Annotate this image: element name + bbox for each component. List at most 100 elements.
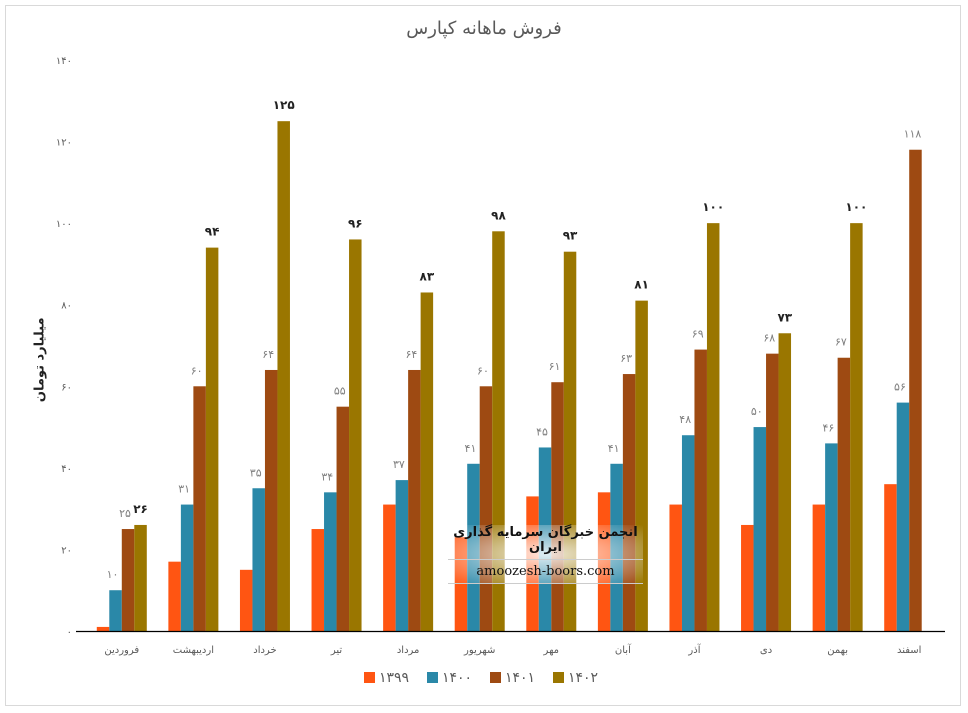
- bar-۱۳۹۹: [96, 626, 110, 631]
- legend-label: ۱۴۰۱: [505, 670, 535, 686]
- bar-۱۴۰۲: [277, 121, 290, 631]
- data-label: ۸۱: [634, 278, 649, 292]
- bar-۱۴۰۱: [479, 386, 493, 631]
- data-label: ۶۱: [549, 360, 561, 373]
- bar-۱۳۹۹: [239, 569, 253, 631]
- data-label: ۶۴: [405, 348, 417, 361]
- data-label: ۱۰۰: [702, 200, 724, 214]
- data-label: ۹۶: [348, 216, 363, 230]
- legend-swatch: [553, 672, 564, 683]
- x-tick-label: شهریور: [463, 645, 495, 656]
- data-label: ۲۶: [133, 502, 148, 516]
- data-label: ۱۰۰: [845, 200, 867, 214]
- legend-swatch: [490, 672, 501, 683]
- bar-۱۴۰۲: [134, 524, 147, 631]
- y-tick-label: ۰: [67, 627, 72, 638]
- bar-۱۴۰۱: [408, 369, 421, 631]
- data-label: ۵۰: [751, 405, 763, 418]
- bar-۱۴۰۰: [180, 504, 194, 631]
- bar-۱۳۹۹: [168, 561, 181, 631]
- legend-label: ۱۳۹۹: [379, 670, 409, 686]
- chart-title: فروش ماهانه کپارس: [406, 18, 562, 39]
- y-tick-label: ۱۴۰: [56, 56, 72, 67]
- data-label: ۱۰: [107, 568, 119, 581]
- data-label: ۹۳: [563, 229, 578, 243]
- data-label: ۳۱: [178, 483, 190, 496]
- x-tick-label: بهمن: [827, 645, 848, 656]
- data-label: ۵۵: [334, 385, 346, 398]
- data-label: ۳۴: [321, 470, 333, 483]
- bar-۱۳۹۹: [383, 504, 396, 631]
- y-tick-label: ۶۰: [61, 382, 72, 393]
- data-label: ۴۶: [822, 421, 834, 434]
- x-tick-label: فروردین: [104, 645, 139, 656]
- data-label: ۹۴: [205, 225, 220, 239]
- data-label: ۶۳: [620, 352, 632, 365]
- bar-۱۳۹۹: [669, 504, 682, 631]
- bar-۱۴۰۱: [837, 357, 851, 631]
- bar-۱۳۹۹: [741, 524, 754, 631]
- data-label: ۸۳: [420, 269, 435, 283]
- y-tick-label: ۸۰: [61, 301, 72, 312]
- bar-۱۳۹۹: [884, 484, 897, 631]
- y-tick-label: ۴۰: [61, 464, 72, 475]
- data-label: ۲۵: [119, 507, 131, 520]
- bar-۱۳۹۹: [812, 504, 826, 631]
- bar-۱۳۹۹: [311, 529, 325, 631]
- bar-۱۴۰۲: [850, 223, 863, 631]
- bar-۱۴۰۱: [121, 529, 135, 631]
- bar-۱۴۰۱: [766, 353, 779, 631]
- data-label: ۴۱: [465, 442, 477, 455]
- bar-۱۴۰۱: [193, 386, 206, 631]
- data-label: ۶۰: [191, 364, 203, 377]
- bar-۱۴۰۲: [349, 239, 362, 631]
- legend-swatch: [364, 672, 375, 683]
- data-label: ۶۸: [763, 332, 775, 345]
- bar-۱۴۰۰: [681, 435, 695, 631]
- x-tick-label: آبان: [615, 643, 632, 656]
- bar-۱۴۰۰: [395, 480, 409, 631]
- bar-۱۴۰۱: [336, 406, 350, 631]
- bar-۱۴۰۰: [252, 488, 265, 631]
- y-tick-label: ۲۰: [61, 545, 72, 556]
- bar-۱۴۰۰: [109, 590, 122, 631]
- bar-۱۴۰۰: [825, 443, 838, 631]
- x-tick-label: خرداد: [253, 645, 276, 656]
- bar-۱۴۰۲: [778, 333, 792, 631]
- legend-swatch: [427, 672, 438, 683]
- x-tick-label: مهر: [543, 645, 559, 656]
- bar-۱۴۰۱: [264, 369, 278, 631]
- bar-۱۴۰۰: [896, 402, 910, 631]
- data-label: ۶۷: [835, 336, 847, 349]
- y-tick-label: ۱۲۰: [56, 138, 72, 149]
- chart-frame: [5, 5, 961, 706]
- data-label: ۶۹: [692, 328, 704, 341]
- data-label: ۳۵: [250, 466, 262, 479]
- watermark-site: amoozesh-boors.com: [448, 560, 643, 584]
- data-label: ۹۸: [491, 208, 506, 222]
- data-label: ۶۴: [262, 348, 274, 361]
- x-tick-label: اردیبهشت: [173, 645, 214, 656]
- data-label: ۴۵: [536, 425, 548, 438]
- bar-۱۴۰۰: [753, 427, 767, 631]
- x-tick-label: اسفند: [897, 645, 921, 656]
- data-label: ۴۸: [679, 413, 691, 426]
- x-tick-label: آذر: [687, 643, 701, 656]
- bar-۱۴۰۱: [551, 382, 564, 631]
- bar-۱۴۰۲: [420, 292, 434, 631]
- bar-۱۴۰۱: [694, 349, 707, 631]
- data-label: ۱۱۸: [904, 128, 922, 141]
- watermark: انجمن خبرگان سرمایه گذاری ایران amoozesh…: [448, 525, 643, 584]
- bar-۱۴۰۱: [909, 149, 922, 631]
- x-tick-label: مرداد: [397, 645, 420, 656]
- y-tick-label: ۱۰۰: [56, 219, 72, 230]
- data-label: ۳۷: [393, 458, 405, 471]
- data-label: ۱۲۵: [273, 98, 295, 112]
- bar-۱۴۰۱: [622, 374, 636, 631]
- bar-۱۴۰۰: [324, 492, 337, 631]
- data-label: ۴۱: [608, 442, 620, 455]
- data-label: ۶۰: [477, 364, 489, 377]
- x-tick-label: تیر: [330, 645, 343, 656]
- x-tick-label: دی: [760, 645, 772, 656]
- bar-۱۴۰۲: [205, 247, 219, 631]
